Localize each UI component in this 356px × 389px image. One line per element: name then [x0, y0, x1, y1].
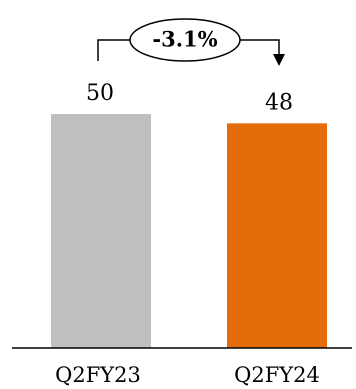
data-label-q2fy23: 50 — [86, 81, 114, 106]
change-arrow-icon — [273, 54, 285, 66]
change-label: -3.1% — [152, 27, 217, 52]
bar-q2fy24 — [227, 123, 327, 348]
change-annotation: -3.1% — [97, 18, 285, 66]
x-tick-label-q2fy23: Q2FY23 — [55, 363, 141, 387]
bars-group — [51, 114, 327, 348]
x-tick-label-q2fy24: Q2FY24 — [234, 363, 320, 387]
data-label-q2fy24: 48 — [265, 90, 293, 115]
data-labels-group: 50 48 — [86, 81, 293, 115]
change-badge — [129, 18, 241, 62]
bar-q2fy23 — [51, 114, 151, 348]
x-tick-labels-group: Q2FY23 Q2FY24 — [55, 363, 320, 387]
